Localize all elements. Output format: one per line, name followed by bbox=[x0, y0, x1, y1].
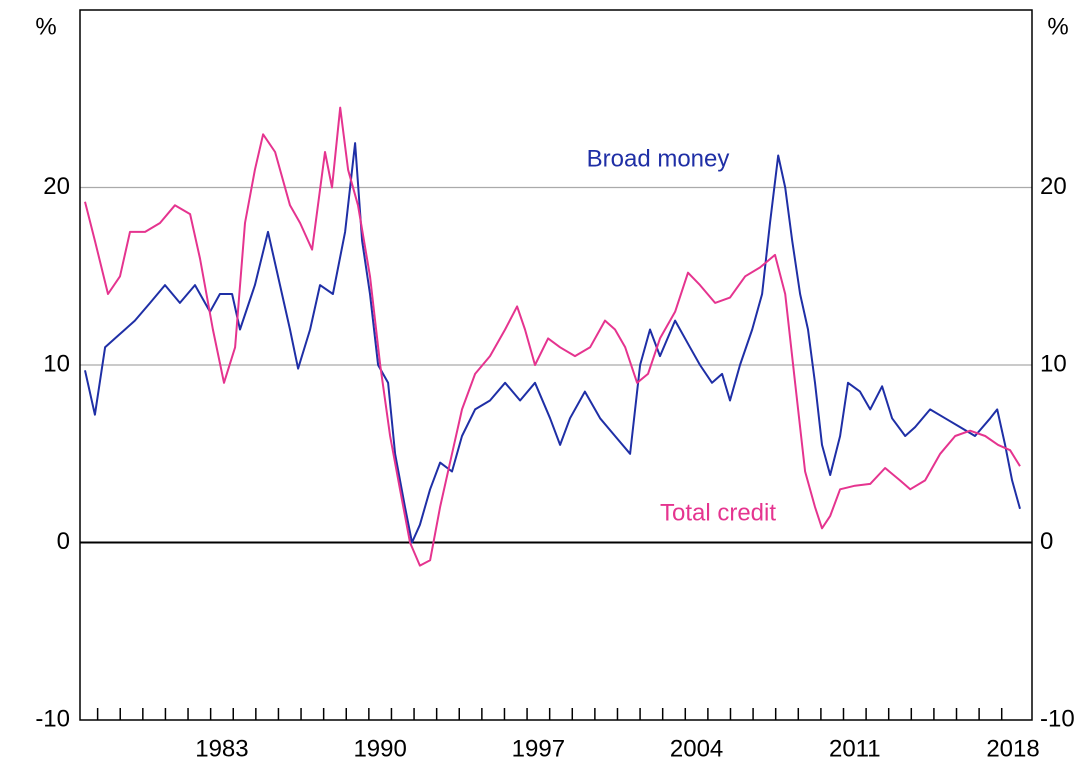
series-label: Broad money bbox=[587, 145, 730, 172]
series-line bbox=[84, 106, 1021, 567]
y2-tick-label: 10 bbox=[1040, 350, 1067, 377]
x-tick-label: 1997 bbox=[512, 735, 565, 762]
series-line bbox=[84, 142, 1021, 544]
plot-frame bbox=[79, 9, 1033, 721]
x-tick-label: 2004 bbox=[670, 735, 723, 762]
x-tick-label: 1983 bbox=[195, 735, 248, 762]
y-tick-label: 10 bbox=[43, 350, 70, 377]
x-tick-label: 2018 bbox=[986, 735, 1039, 762]
x-tick-label: 1990 bbox=[353, 735, 406, 762]
y2-unit: % bbox=[1047, 13, 1068, 40]
series-label: Total credit bbox=[660, 499, 776, 526]
y2-tick-label: 0 bbox=[1040, 528, 1053, 555]
x-tick-label: 2011 bbox=[829, 735, 881, 762]
y-tick-label: 0 bbox=[57, 528, 70, 555]
y-tick-label: -10 bbox=[35, 705, 70, 732]
y2-tick-label: -10 bbox=[1040, 705, 1075, 732]
y-unit: % bbox=[35, 13, 56, 40]
y-tick-label: 20 bbox=[43, 173, 70, 200]
y2-tick-label: 20 bbox=[1040, 173, 1067, 200]
